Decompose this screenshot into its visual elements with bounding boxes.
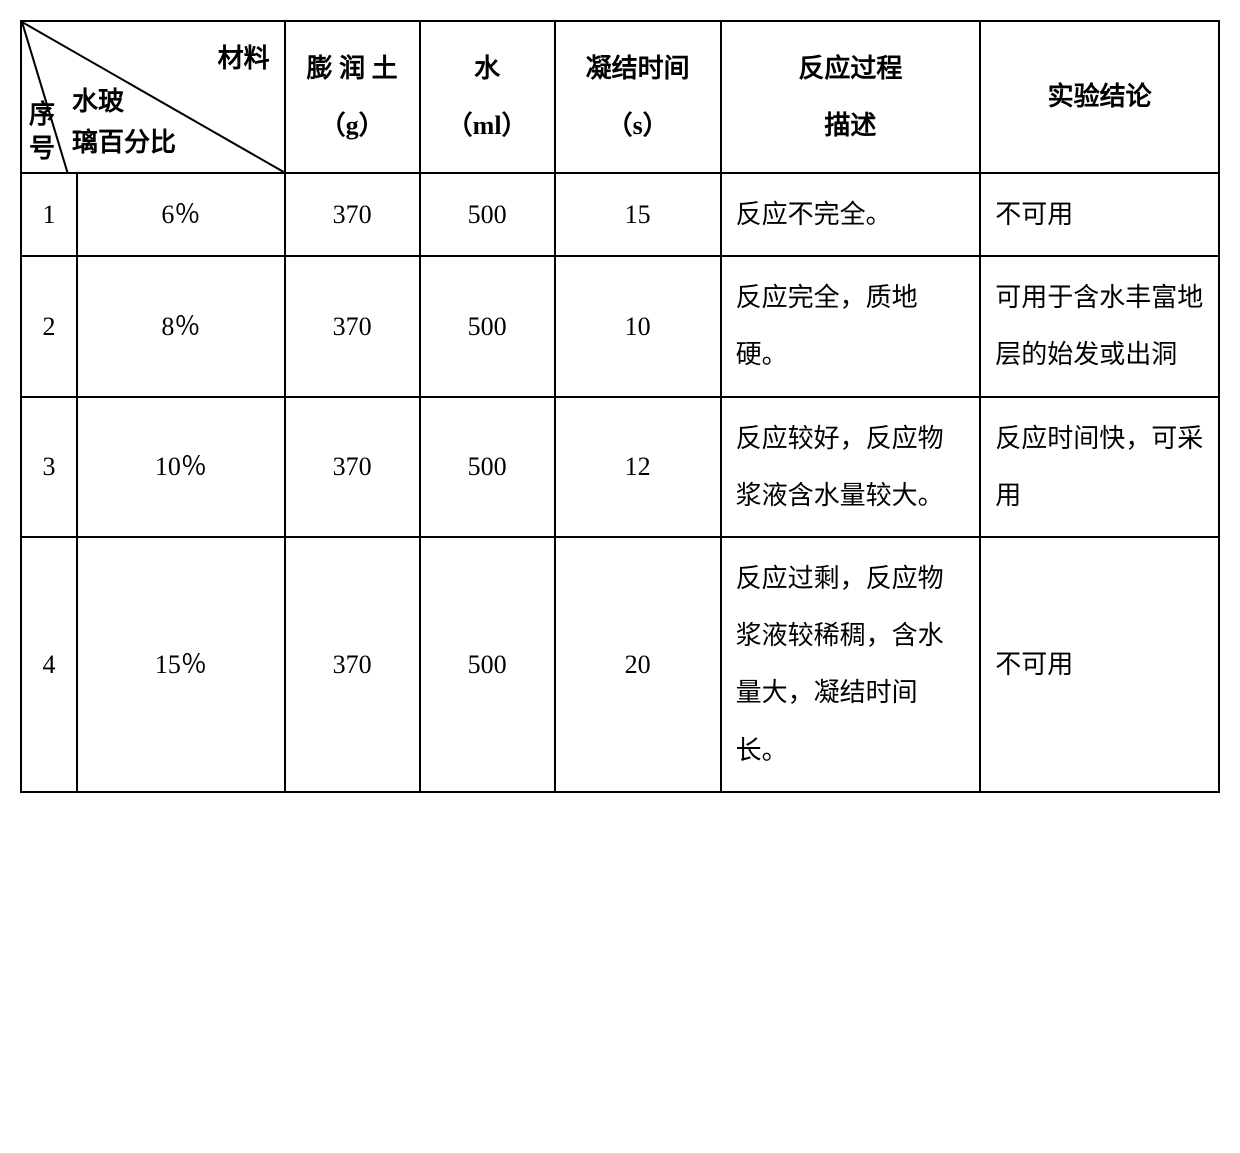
cell-pct: 15％ bbox=[77, 537, 285, 792]
cell-conclusion: 不可用 bbox=[980, 173, 1219, 256]
col-header-process: 反应过程 描述 bbox=[721, 21, 981, 173]
col-header-line1: 膨 润 土 bbox=[296, 40, 409, 97]
cell-process: 反应过剩，反应物浆液较稀稠，含水量大，凝结时间长。 bbox=[721, 537, 981, 792]
cell-water: 500 bbox=[420, 397, 555, 537]
col-header-line1: 凝结时间 bbox=[566, 40, 710, 97]
cell-water: 500 bbox=[420, 256, 555, 396]
cell-bentonite: 370 bbox=[285, 397, 420, 537]
table-row: 3 10％ 370 500 12 反应较好，反应物浆液含水量较大。 反应时间快，… bbox=[21, 397, 1219, 537]
col-header-line2: 描述 bbox=[732, 97, 970, 154]
cell-seq: 2 bbox=[21, 256, 77, 396]
cell-seq: 1 bbox=[21, 173, 77, 256]
cell-conclusion: 反应时间快，可采用 bbox=[980, 397, 1219, 537]
col-header-line1: 实验结论 bbox=[991, 68, 1208, 125]
cell-seq: 3 bbox=[21, 397, 77, 537]
diag-top-label: 材料 bbox=[218, 30, 270, 87]
cell-seq: 4 bbox=[21, 537, 77, 792]
experiment-table: 材料 水玻 璃百分比 序 号 膨 润 土 （g） 水 （ml） 凝结时间 （s）… bbox=[20, 20, 1220, 793]
cell-pct: 6％ bbox=[77, 173, 285, 256]
col-header-line2: （g） bbox=[296, 97, 409, 154]
cell-conclusion: 不可用 bbox=[980, 537, 1219, 792]
cell-settime: 20 bbox=[555, 537, 721, 792]
col-header-line2: （s） bbox=[566, 97, 710, 154]
col-header-conclusion: 实验结论 bbox=[980, 21, 1219, 173]
diagonal-header-cell: 材料 水玻 璃百分比 序 号 bbox=[21, 21, 285, 173]
cell-pct: 10％ bbox=[77, 397, 285, 537]
col-header-bentonite: 膨 润 土 （g） bbox=[285, 21, 420, 173]
col-header-line1: 反应过程 bbox=[732, 40, 970, 97]
cell-process: 反应较好，反应物浆液含水量较大。 bbox=[721, 397, 981, 537]
diag-bottom-label: 水玻 璃百分比 bbox=[72, 81, 176, 164]
diag-left-label: 序 号 bbox=[28, 98, 56, 166]
col-header-water: 水 （ml） bbox=[420, 21, 555, 173]
cell-pct: 8％ bbox=[77, 256, 285, 396]
cell-bentonite: 370 bbox=[285, 537, 420, 792]
cell-settime: 15 bbox=[555, 173, 721, 256]
cell-bentonite: 370 bbox=[285, 256, 420, 396]
table-row: 4 15％ 370 500 20 反应过剩，反应物浆液较稀稠，含水量大，凝结时间… bbox=[21, 537, 1219, 792]
cell-water: 500 bbox=[420, 537, 555, 792]
table-header-row: 材料 水玻 璃百分比 序 号 膨 润 土 （g） 水 （ml） 凝结时间 （s）… bbox=[21, 21, 1219, 173]
cell-water: 500 bbox=[420, 173, 555, 256]
col-header-line1: 水 bbox=[431, 40, 544, 97]
cell-process: 反应完全，质地硬。 bbox=[721, 256, 981, 396]
col-header-settime: 凝结时间 （s） bbox=[555, 21, 721, 173]
cell-settime: 10 bbox=[555, 256, 721, 396]
cell-conclusion: 可用于含水丰富地层的始发或出洞 bbox=[980, 256, 1219, 396]
cell-process: 反应不完全。 bbox=[721, 173, 981, 256]
cell-settime: 12 bbox=[555, 397, 721, 537]
table-row: 2 8％ 370 500 10 反应完全，质地硬。 可用于含水丰富地层的始发或出… bbox=[21, 256, 1219, 396]
cell-bentonite: 370 bbox=[285, 173, 420, 256]
col-header-line2: （ml） bbox=[431, 97, 544, 154]
table-row: 1 6％ 370 500 15 反应不完全。 不可用 bbox=[21, 173, 1219, 256]
